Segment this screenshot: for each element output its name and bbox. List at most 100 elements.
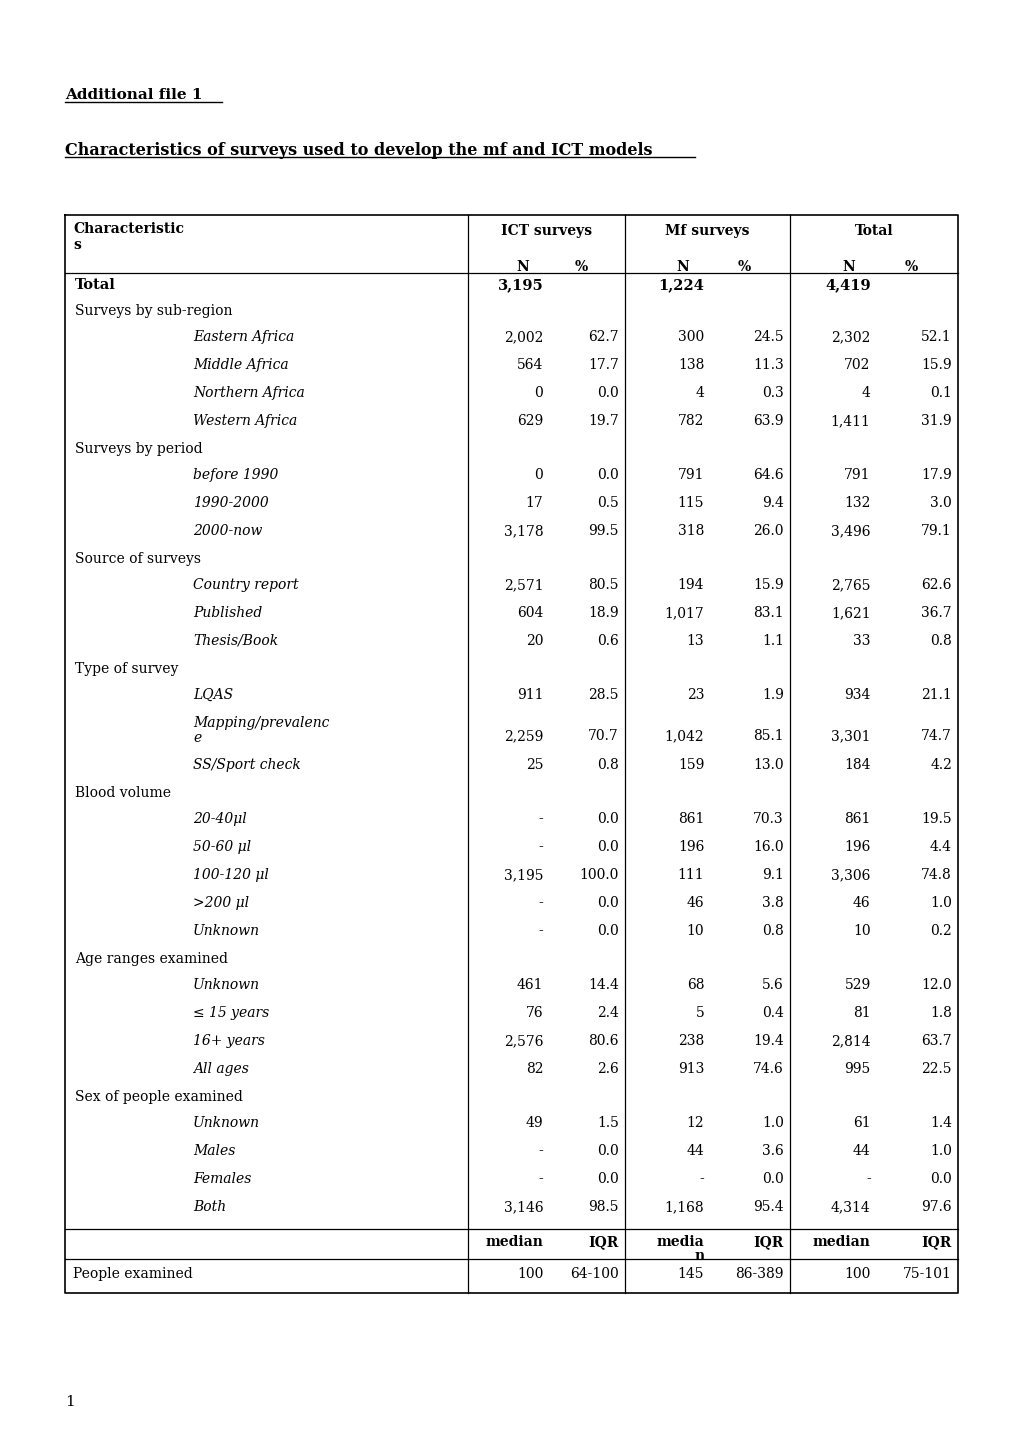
Text: Surveys by sub-region: Surveys by sub-region [75, 304, 232, 317]
Text: 0.8: 0.8 [597, 758, 619, 772]
Text: 20-40μl: 20-40μl [193, 812, 247, 825]
Text: 44: 44 [852, 1144, 870, 1157]
Text: 1990-2000: 1990-2000 [193, 496, 268, 509]
Text: Additional file 1: Additional file 1 [65, 88, 203, 102]
Text: 14.4: 14.4 [588, 978, 619, 991]
Text: 10: 10 [852, 924, 870, 938]
Text: 4: 4 [861, 385, 870, 400]
Text: 138: 138 [678, 358, 703, 372]
Text: 46: 46 [686, 896, 703, 911]
Text: People examined: People examined [73, 1267, 193, 1281]
Text: 1.8: 1.8 [929, 1006, 951, 1020]
Text: Females: Females [193, 1172, 251, 1186]
Text: IQR: IQR [753, 1235, 784, 1250]
Text: e: e [193, 732, 201, 745]
Text: 3,301: 3,301 [830, 729, 870, 743]
Text: SS/Sport check: SS/Sport check [193, 758, 301, 772]
Text: 1.4: 1.4 [929, 1115, 951, 1130]
Text: -: - [538, 1172, 543, 1186]
Text: 23: 23 [686, 688, 703, 701]
Text: 0.0: 0.0 [761, 1172, 784, 1186]
Text: 31.9: 31.9 [920, 414, 951, 429]
Text: N: N [516, 260, 529, 274]
Text: LQAS: LQAS [193, 688, 233, 701]
Text: 99.5: 99.5 [588, 524, 619, 538]
Text: 461: 461 [517, 978, 543, 991]
Text: >200 μl: >200 μl [193, 896, 249, 911]
Text: 12: 12 [686, 1115, 703, 1130]
Text: ≤ 15 years: ≤ 15 years [193, 1006, 269, 1020]
Text: 76: 76 [525, 1006, 543, 1020]
Text: 1.5: 1.5 [596, 1115, 619, 1130]
Text: 1,411: 1,411 [829, 414, 870, 429]
Text: 26.0: 26.0 [753, 524, 784, 538]
Text: 0.0: 0.0 [597, 1172, 619, 1186]
Text: 62.7: 62.7 [588, 330, 619, 343]
Text: 64.6: 64.6 [753, 468, 784, 482]
Text: 11.3: 11.3 [752, 358, 784, 372]
Text: 194: 194 [677, 579, 703, 592]
Text: 2.4: 2.4 [596, 1006, 619, 1020]
Text: 564: 564 [517, 358, 543, 372]
Text: 17.9: 17.9 [920, 468, 951, 482]
Text: %: % [737, 260, 750, 274]
Text: 1,017: 1,017 [663, 606, 703, 620]
Text: Sex of people examined: Sex of people examined [75, 1089, 243, 1104]
Text: 2,259: 2,259 [503, 729, 543, 743]
Text: 17.7: 17.7 [588, 358, 619, 372]
Text: 83.1: 83.1 [753, 606, 784, 620]
Text: 0.5: 0.5 [597, 496, 619, 509]
Text: 0.0: 0.0 [597, 812, 619, 825]
Text: 115: 115 [677, 496, 703, 509]
Text: Western Africa: Western Africa [193, 414, 297, 429]
Text: 13.0: 13.0 [753, 758, 784, 772]
Text: 74.6: 74.6 [752, 1062, 784, 1076]
Text: 19.5: 19.5 [920, 812, 951, 825]
Text: 1.1: 1.1 [761, 633, 784, 648]
Text: Source of surveys: Source of surveys [75, 553, 201, 566]
Text: 2,765: 2,765 [830, 579, 870, 592]
Text: Eastern Africa: Eastern Africa [193, 330, 293, 343]
Text: -: - [538, 924, 543, 938]
Text: Mapping/prevalenc: Mapping/prevalenc [193, 716, 329, 730]
Text: s: s [73, 238, 81, 253]
Text: 20: 20 [526, 633, 543, 648]
Text: Characteristics of surveys used to develop the mf and ICT models: Characteristics of surveys used to devel… [65, 141, 652, 159]
Text: Surveys by period: Surveys by period [75, 442, 203, 456]
Text: Unknown: Unknown [193, 978, 260, 991]
Text: 3,195: 3,195 [497, 278, 543, 291]
Text: Total: Total [854, 224, 893, 238]
Text: 791: 791 [677, 468, 703, 482]
Text: Blood volume: Blood volume [75, 786, 171, 799]
Text: 10: 10 [686, 924, 703, 938]
Text: 15.9: 15.9 [753, 579, 784, 592]
Text: 44: 44 [686, 1144, 703, 1157]
Text: -: - [699, 1172, 703, 1186]
Text: Characteristic: Characteristic [73, 222, 183, 237]
Text: 0.6: 0.6 [597, 633, 619, 648]
Text: 1,042: 1,042 [664, 729, 703, 743]
Text: 0.8: 0.8 [761, 924, 784, 938]
Text: -: - [538, 896, 543, 911]
Text: Mf surveys: Mf surveys [664, 224, 749, 238]
Text: 16+ years: 16+ years [193, 1035, 265, 1048]
Text: 97.6: 97.6 [920, 1201, 951, 1214]
Text: 0.8: 0.8 [929, 633, 951, 648]
Text: IQR: IQR [588, 1235, 619, 1250]
Text: 36.7: 36.7 [920, 606, 951, 620]
Text: 196: 196 [844, 840, 870, 854]
Text: 0.2: 0.2 [929, 924, 951, 938]
Text: 0: 0 [534, 385, 543, 400]
Text: 0.0: 0.0 [929, 1172, 951, 1186]
Text: 3,146: 3,146 [503, 1201, 543, 1214]
Text: All ages: All ages [193, 1062, 249, 1076]
Text: median: median [812, 1235, 870, 1250]
Text: 3.8: 3.8 [761, 896, 784, 911]
Text: 913: 913 [678, 1062, 703, 1076]
Text: 4.4: 4.4 [929, 840, 951, 854]
Text: ICT surveys: ICT surveys [500, 224, 591, 238]
Text: 24.5: 24.5 [753, 330, 784, 343]
Text: 1: 1 [65, 1395, 74, 1408]
Text: 0.3: 0.3 [761, 385, 784, 400]
Text: Published: Published [193, 606, 262, 620]
